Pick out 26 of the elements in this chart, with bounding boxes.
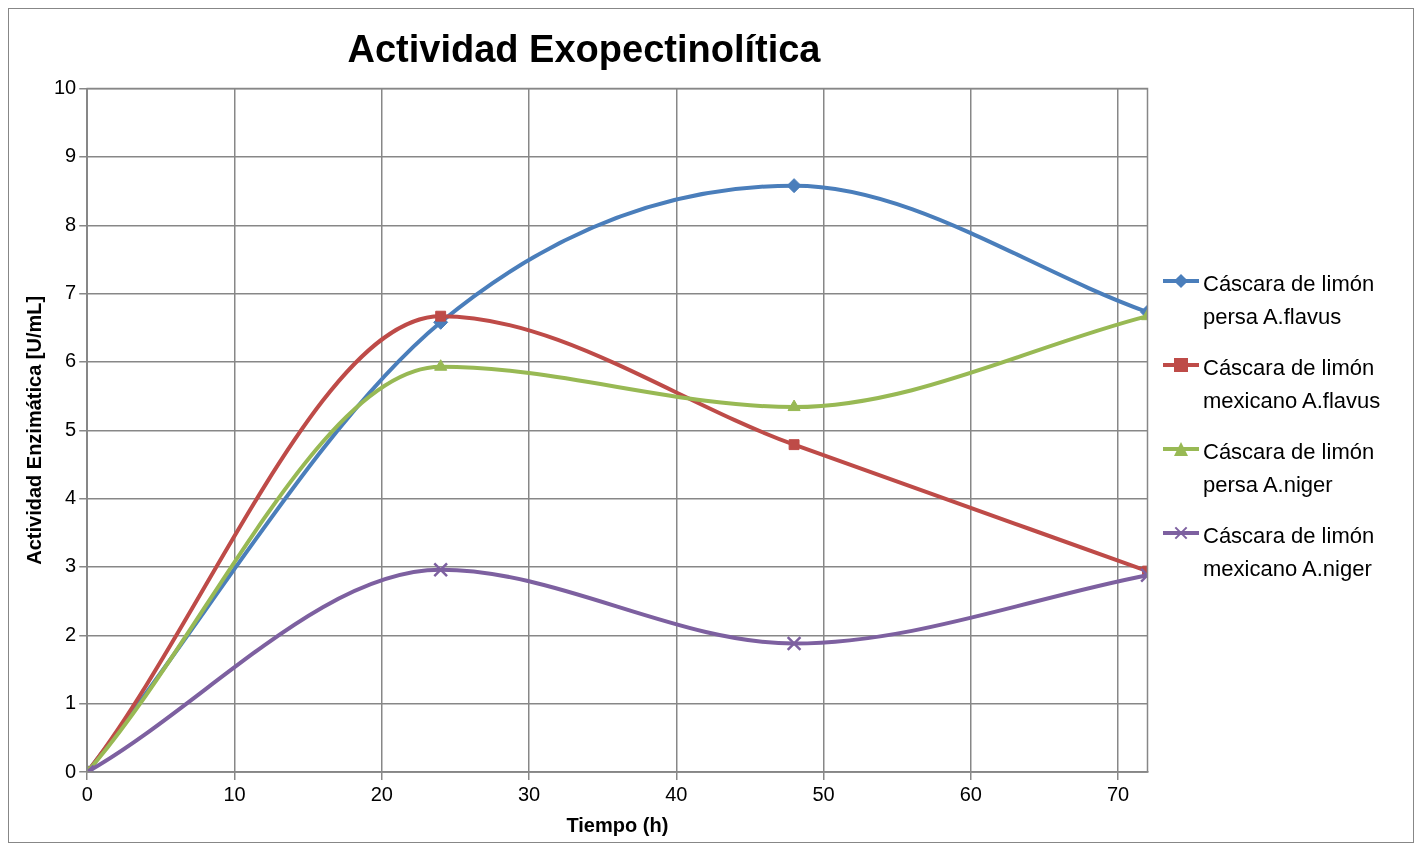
y-tick-label: 5	[65, 417, 77, 440]
x-tick-label: 0	[81, 782, 93, 805]
x-axis-title: Tiempo (h)	[566, 813, 669, 836]
legend-label: Cáscara de limón persa A.niger	[1203, 437, 1376, 499]
legend-label: Cáscara de limón persa A.flavus	[1203, 269, 1376, 331]
x-tick-label: 40	[665, 782, 688, 805]
y-tick-label: 7	[65, 281, 77, 304]
y-axis-title: Actividad Enzimática [U/mL]	[22, 295, 45, 565]
legend-label: Cáscara de limón mexicano A.niger	[1203, 521, 1376, 583]
x-tick-label: 60	[959, 782, 982, 805]
x-tick-label: 20	[370, 782, 393, 805]
y-tick-label: 8	[65, 212, 77, 235]
y-tick-label: 4	[65, 486, 77, 509]
y-tick-label: 6	[65, 349, 77, 372]
x-tick-label: 30	[517, 782, 541, 805]
y-tick-label: 0	[65, 759, 77, 782]
x-tick-label: 70	[1106, 782, 1130, 805]
x-tick-label: 10	[223, 782, 246, 805]
y-tick-label: 9	[65, 144, 77, 167]
y-tick-label: 10	[54, 76, 77, 99]
chart-title: Actividad Exopectinolítica	[347, 28, 822, 71]
y-tick-label: 2	[65, 622, 77, 645]
y-tick-label: 3	[65, 554, 77, 577]
legend-label: Cáscara de limón mexicano A.flavus	[1203, 353, 1382, 415]
x-tick-label: 50	[812, 782, 835, 805]
y-tick-label: 1	[65, 691, 77, 714]
